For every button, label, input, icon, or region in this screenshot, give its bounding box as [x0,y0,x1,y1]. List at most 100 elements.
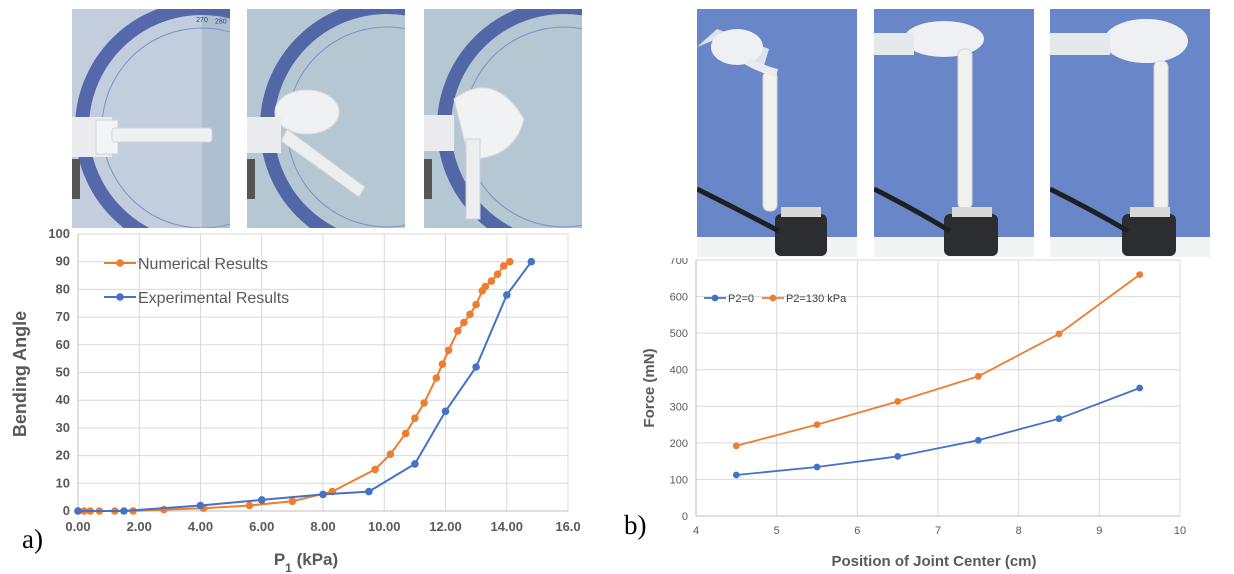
chart-a-x-tick-label: 6.00 [249,519,274,534]
photo-b3 [1050,9,1210,257]
chart-bending-angle: 0.00 2.00 4.00 6.00 8.00 10.00 12.00 14.00 16.0 0… [10,229,581,574]
chart-a-data-point [487,277,496,285]
chart-b-y-tick-label: 500 [670,328,688,340]
chart-a-x-tick-label: 12.00 [429,519,462,534]
chart-b-x-tick-label: 5 [774,525,780,537]
chart-a-y-tick-label: 30 [56,420,70,435]
chart-a-legend-marker-1 [116,293,124,301]
photo-a1-drawing: 270 280 [72,9,230,228]
chart-a-x-axis-label: P1 (kPa) [274,550,338,574]
chart-b-y-tick-label: 700 [670,258,688,267]
chart-a-y-tick-label: 20 [56,448,70,463]
protractor-label: 280 [215,18,227,25]
chart-a-data-point [432,374,441,382]
chart-b-y-tick-label: 400 [670,365,688,377]
chart-a-x-tick-label: 16.0 [555,519,580,534]
chart-a-data-point [460,318,468,327]
chart-a-data-point [506,257,514,266]
chart-a-y-tick-label: 70 [56,309,70,324]
photo-a1: 270 280 [72,9,230,228]
chart-b-legend-marker-1 [769,294,777,302]
chart-a-data-point [160,505,168,514]
chart-a-data-point [420,399,428,407]
chart-a-x-tick-label: 2.00 [127,519,152,534]
chart-b-data-point [732,442,740,450]
chart-b-series-line-0 [736,387,1141,476]
chart-a-data-point [454,327,462,335]
protractor-a1: 270 280 [196,17,227,26]
chart-a-data-point [74,507,82,515]
photo-a2-drawing [247,9,405,228]
chart-a-data-point [441,407,450,416]
chart-a-data-point [411,460,419,468]
protractor-label: 270 [196,17,208,24]
chart-b-y-tick-label: 300 [670,401,688,413]
chart-a-x-tick-label: 0.00 [65,519,90,534]
chart-a-data-point [499,262,508,270]
chart-a-data-point [371,465,379,474]
photo-b2-drawing [874,9,1034,257]
photo-a3-drawing [424,9,582,228]
chart-a-y-tick-label: 100 [48,229,70,241]
chart-a-legend-label-0: Numerical Results [138,256,268,273]
chart-b-y-tick-label: 200 [670,438,688,450]
chart-a-legend-marker-0 [116,259,124,267]
chart-b-data-point [894,453,902,460]
chart-b-x-tick-label: 8 [1016,525,1022,537]
chart-a-data-point [411,414,419,422]
chart-a-data-point [386,450,395,458]
chart-b-data-point [1136,271,1144,278]
chart-b-legend-label-1: P2=130 kPa [786,293,847,305]
chart-b-data-point [1055,330,1063,338]
chart-b-data-point [974,372,982,380]
chart-b-data-point [732,471,740,479]
chart-b-data-point [974,436,982,444]
chart-a-data-point [444,346,453,355]
panel-label-a: a) [22,524,43,554]
chart-a-data-point [319,490,327,499]
chart-a-data-point [288,497,297,506]
chart-a-data-point [438,360,447,368]
chart-b-y-tick-label: 0 [682,511,688,523]
chart-a-y-tick-label: 50 [56,365,70,380]
chart-a-y-tick-label: 40 [56,392,70,407]
photo-a2 [247,9,405,228]
chart-a-y-tick-label: 80 [56,281,70,296]
chart-a-legend-label-1: Experimental Results [138,290,289,307]
chart-a-data-point [196,501,205,510]
chart-b-x-tick-label: 9 [1096,525,1102,537]
chart-b-y-tick-label: 600 [670,292,688,304]
chart-a-x-tick-label: 14.00 [490,519,523,534]
chart-b-y-tick-label: 100 [670,474,688,486]
chart-a-data-point [503,291,511,299]
chart-b-data-point [813,463,821,471]
photo-b3-drawing [1050,9,1210,257]
chart-a-data-point [258,496,266,504]
photo-b2 [874,9,1034,257]
chart-b-data-point [813,421,821,428]
chart-b-legend-marker-0 [711,294,719,302]
chart-b-x-tick-label: 4 [693,525,699,537]
chart-a-y-tick-label: 90 [56,254,70,269]
chart-a-data-point [245,501,254,510]
chart-a-data-point [527,257,536,266]
chart-b-data-point [1055,415,1063,423]
chart-b-x-axis-label: Position of Joint Center (cm) [831,553,1036,570]
chart-a-x-tick-label: 10.00 [368,519,401,534]
chart-a-data-point [120,507,128,515]
chart-a-data-point [493,270,502,278]
chart-a-data-point [472,300,480,309]
chart-b-data-point [1136,384,1144,392]
chart-a-y-tick-label: 10 [56,475,70,490]
chart-b-series-line-1 [736,273,1141,447]
chart-a-data-point [401,429,410,438]
photo-a3 [424,9,582,228]
chart-b-x-tick-label: 7 [935,525,941,537]
photo-b1-drawing [697,9,857,257]
chart-b-y-axis-label: Force (mN) [641,348,658,427]
chart-a-data-point [481,282,490,291]
chart-a-data-point [472,363,480,371]
chart-b-x-tick-label: 10 [1174,525,1186,537]
photo-b1 [697,9,857,257]
